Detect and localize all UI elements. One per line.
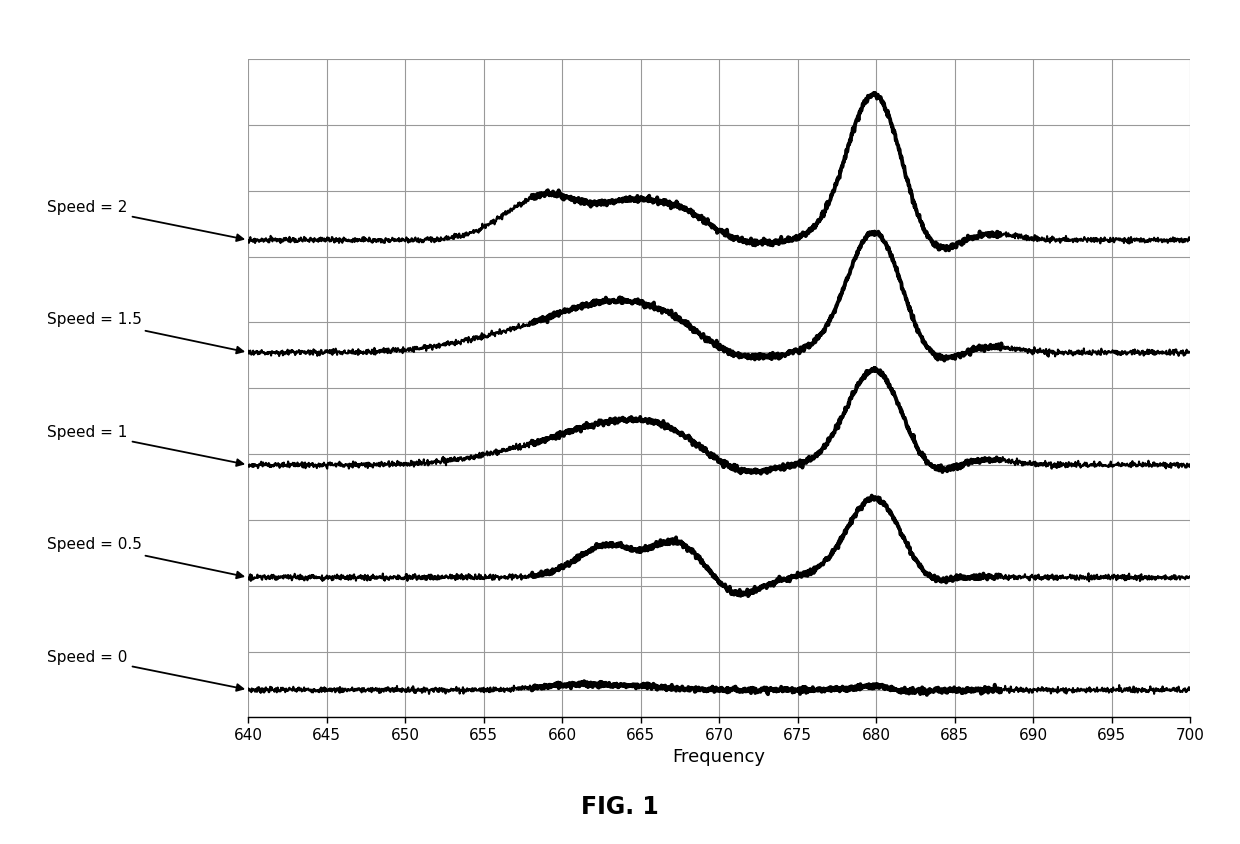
Text: FIG. 1: FIG. 1 [582,795,658,819]
Text: Speed = 2: Speed = 2 [47,200,243,241]
Text: Speed = 1.5: Speed = 1.5 [47,312,243,354]
Text: Speed = 0: Speed = 0 [47,650,243,690]
X-axis label: Frequency: Frequency [672,749,765,766]
Text: Speed = 1: Speed = 1 [47,425,243,466]
Text: Speed = 0.5: Speed = 0.5 [47,538,243,578]
